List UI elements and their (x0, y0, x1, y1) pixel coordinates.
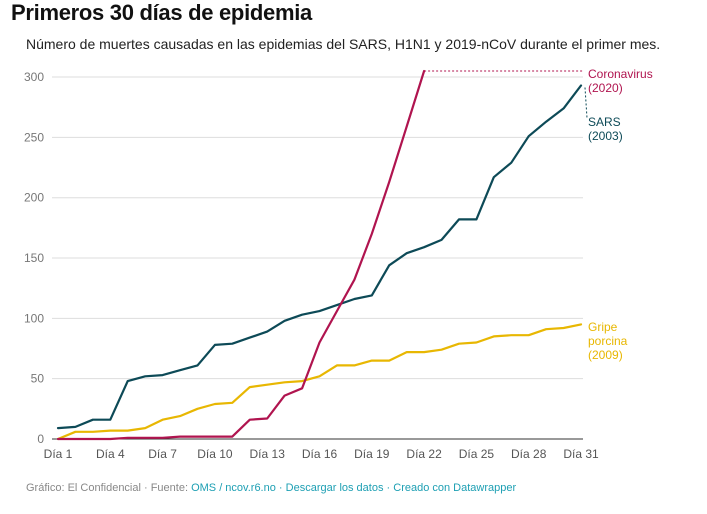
y-tick-label: 0 (37, 432, 44, 446)
y-tick-label: 300 (24, 70, 44, 84)
x-tick-label: Día 4 (96, 447, 125, 461)
series-labels: Coronavirus (2020) SARS (2003) Gripe porcina(… (584, 67, 653, 362)
y-tick-label: 100 (24, 311, 44, 325)
series-lines (56, 69, 583, 441)
footer-credit: Gráfico: El Confidencial · Fuente: (26, 482, 192, 494)
y-axis-ticks: 0 50 100 150 200 250 300 (24, 70, 44, 446)
chart-title: Primeros 30 días de epidemia (11, 0, 312, 25)
x-tick-label: Día 7 (148, 447, 177, 461)
y-tick-label: 250 (24, 130, 44, 144)
x-tick-label: Día 10 (197, 447, 233, 461)
y-tick-label: 150 (24, 251, 44, 265)
datawrapper-link[interactable]: Creado con Datawrapper (393, 482, 517, 494)
sars-label-connector (584, 87, 588, 119)
download-data-link[interactable]: Descargar los datos (285, 482, 384, 494)
series-label-coronavirus: Coronavirus (2020) (588, 67, 653, 95)
source-link[interactable]: OMS / ncov.r6.no (191, 482, 276, 494)
grid-lines (52, 76, 583, 440)
x-tick-label: Día 1 (44, 447, 73, 461)
series-label-sars: SARS (2003) (588, 115, 623, 143)
chart-footer: Gráfico: El Confidencial · Fuente: OMS /… (26, 482, 516, 494)
series-label-gripe-porcina: Gripe porcina (2009) (588, 320, 628, 362)
x-tick-label: Día 28 (511, 447, 547, 461)
x-tick-label: Día 31 (563, 447, 599, 461)
series-line-gripe-porcina (56, 323, 583, 441)
y-tick-label: 200 (24, 191, 44, 205)
footer-separator: · (275, 482, 286, 494)
x-axis-ticks: Día 1 Día 4 Día 7 Día 10 Día 13 Día 16 Día 19 D… (44, 447, 599, 461)
x-tick-label: Día 25 (459, 447, 495, 461)
footer-separator: · (383, 482, 394, 494)
series-line-sars (56, 84, 583, 430)
x-tick-label: Día 16 (302, 447, 338, 461)
x-tick-label: Día 22 (406, 447, 442, 461)
x-tick-label: Día 19 (354, 447, 390, 461)
series-line-coronavirus (56, 69, 426, 441)
x-tick-label: Día 13 (250, 447, 286, 461)
chart-subtitle: Número de muertes causadas en las epidem… (26, 36, 661, 52)
y-tick-label: 50 (31, 372, 45, 386)
